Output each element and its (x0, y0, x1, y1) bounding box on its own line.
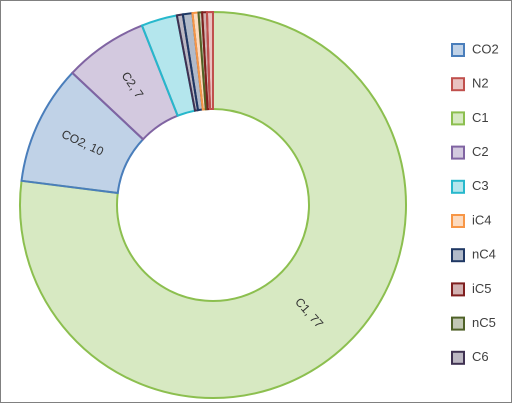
legend-label: C3 (472, 178, 489, 193)
legend-label: iC5 (472, 281, 492, 296)
legend-swatch (451, 350, 465, 365)
legend-label: CO2 (472, 41, 499, 56)
slice (19, 10, 407, 399)
legend-label: C2 (472, 144, 489, 159)
legend-swatch (451, 214, 465, 228)
legend-label: iC4 (472, 212, 492, 227)
legend-swatch (451, 43, 465, 57)
legend-swatch (451, 282, 465, 297)
legend-label: C1 (472, 110, 489, 125)
legend-swatch (451, 111, 465, 126)
legend-swatch (451, 248, 465, 263)
legend-label: nC5 (472, 315, 496, 330)
legend-swatch (451, 316, 465, 331)
legend-label: C6 (472, 349, 489, 364)
legend-label: nC4 (472, 247, 496, 262)
slice (205, 10, 214, 111)
legend-swatch (451, 179, 465, 194)
legend: CO2 N2 C1 C2 C3 iC4 nC4 iC5 nC5 C6 (451, 41, 499, 365)
legend-swatch (451, 145, 465, 160)
legend-label: N2 (472, 76, 489, 91)
legend-swatch (451, 77, 465, 92)
